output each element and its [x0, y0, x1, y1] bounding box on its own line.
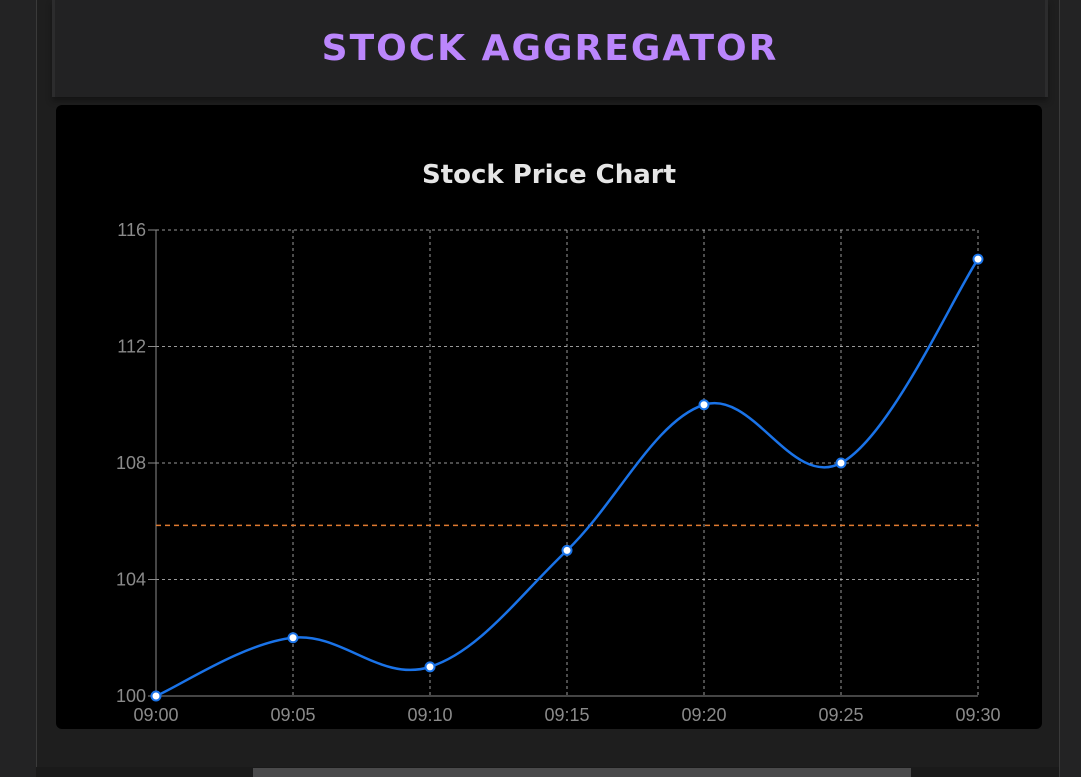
x-tick-label: 09:15	[544, 705, 589, 725]
data-point	[287, 632, 299, 644]
chart-title: Stock Price Chart	[422, 160, 676, 190]
chart-tick-labels: 100 104 108 112 116 09:00 09:05 09:10 09:15 09:20…	[116, 220, 1001, 725]
y-tick-label: 104	[116, 570, 146, 590]
data-point	[424, 661, 436, 673]
y-tick-label: 100	[116, 686, 146, 706]
data-point	[835, 457, 847, 469]
x-tick-label: 09:05	[270, 705, 315, 725]
y-tick-label: 116	[117, 220, 146, 240]
x-tick-label: 09:10	[407, 705, 452, 725]
chart-grid	[148, 229, 979, 697]
stock-price-chart: Stock Price Chart 100 104 108 112 116 09:00 09…	[116, 160, 1001, 725]
app-container: STOCK AGGREGATOR Stock Price Chart 100 10…	[37, 0, 1059, 767]
x-tick-label: 09:00	[133, 705, 178, 725]
x-tick-label: 09:25	[818, 705, 863, 725]
left-panel-edge	[0, 0, 37, 777]
data-point	[972, 253, 984, 265]
scrollbar-thumb[interactable]	[253, 768, 911, 777]
data-point	[698, 399, 710, 411]
data-point	[150, 690, 162, 702]
right-panel-edge	[1059, 0, 1081, 777]
chart-points-layer	[150, 253, 984, 702]
x-tick-label: 09:30	[955, 705, 1000, 725]
y-tick-label: 108	[116, 453, 146, 473]
horizontal-scrollbar[interactable]	[36, 767, 1059, 777]
y-tick-label: 112	[117, 337, 146, 357]
app-title: STOCK AGGREGATOR	[321, 28, 779, 69]
data-point	[561, 544, 573, 556]
chart-card: Stock Price Chart 100 104 108 112 116 09:00 09…	[56, 105, 1042, 729]
x-tick-label: 09:20	[681, 705, 726, 725]
header: STOCK AGGREGATOR	[52, 0, 1048, 97]
